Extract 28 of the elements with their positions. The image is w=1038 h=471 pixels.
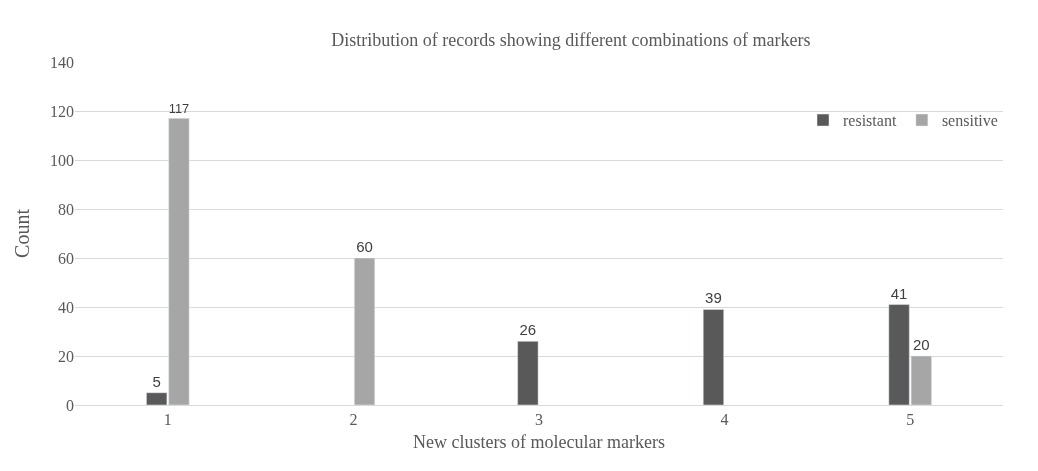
x-tick-label: 2 bbox=[349, 411, 358, 429]
y-tick-label: 120 bbox=[50, 102, 74, 120]
data-label: 5 bbox=[152, 372, 161, 390]
legend-label: sensitive bbox=[941, 112, 998, 130]
bar bbox=[517, 341, 539, 405]
y-axis-title: Count bbox=[10, 208, 33, 258]
legend-label: resistant bbox=[843, 112, 897, 130]
y-tick-label: 0 bbox=[66, 396, 74, 414]
x-tick-label: 1 bbox=[163, 411, 172, 429]
bar bbox=[354, 257, 376, 405]
bar bbox=[702, 309, 724, 405]
x-tick-label: 4 bbox=[720, 411, 729, 429]
y-tick-label: 20 bbox=[58, 347, 74, 365]
data-label: 39 bbox=[705, 289, 722, 307]
x-axis-title: New clusters of molecular markers bbox=[413, 432, 665, 453]
data-label: 60 bbox=[356, 238, 373, 255]
y-tick-label: 100 bbox=[50, 151, 74, 169]
data-label: 117 bbox=[168, 100, 190, 116]
chart-title: Distribution of records showing different combinations of markers bbox=[331, 29, 811, 50]
data-label: 26 bbox=[519, 321, 537, 339]
data-label: 20 bbox=[912, 336, 930, 353]
data-label: 41 bbox=[890, 284, 908, 302]
y-tick-label: 80 bbox=[58, 200, 74, 218]
x-tick-label: 3 bbox=[535, 411, 543, 429]
y-tick-label: 60 bbox=[58, 249, 74, 267]
x-tick-label: 5 bbox=[906, 411, 915, 429]
y-tick-label: 140 bbox=[50, 53, 74, 71]
y-tick-label: 40 bbox=[58, 298, 74, 316]
